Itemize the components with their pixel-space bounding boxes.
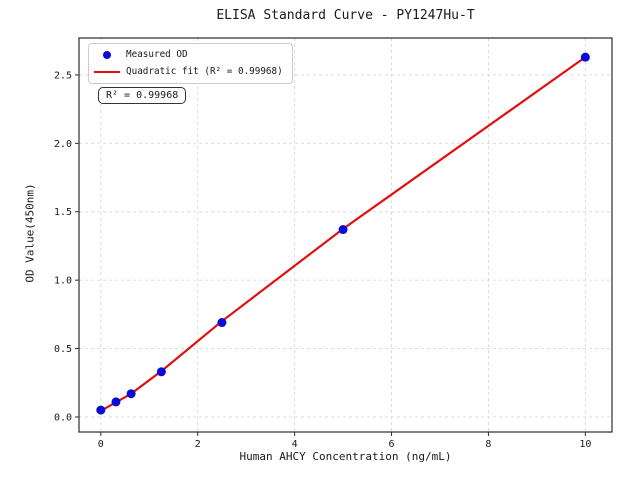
y-ticks: 0.0 0.5 1.0 1.5 2.0 2.5 — [54, 70, 79, 423]
data-point — [338, 225, 348, 235]
x-axis-label: Human AHCY Concentration (ng/mL) — [239, 450, 452, 463]
chart-title: ELISA Standard Curve - PY1247Hu-T — [216, 8, 475, 23]
legend-label-measured-od: Measured OD — [126, 49, 188, 60]
data-point — [96, 405, 106, 415]
legend: Measured OD Quadratic fit (R² = 0.99968) — [88, 43, 293, 84]
data-point — [580, 52, 590, 62]
y-gridlines — [79, 74, 612, 418]
legend-handle — [94, 51, 120, 59]
y-tick-label: 1.0 — [54, 276, 72, 287]
legend-label-quadratic-fit: Quadratic fit (R² = 0.99968) — [126, 66, 283, 77]
y-tick-label: 1.5 — [54, 207, 72, 218]
r-squared-annotation: R² = 0.99968 — [98, 87, 187, 104]
x-tick-label: 6 — [389, 439, 395, 450]
legend-item-measured-od: Measured OD — [94, 49, 283, 61]
legend-item-quadratic-fit: Quadratic fit (R² = 0.99968) — [94, 66, 283, 78]
x-tick-label: 10 — [579, 439, 591, 450]
data-point — [126, 389, 136, 399]
quadratic-fit-line-icon — [94, 70, 120, 74]
y-tick-label: 2.5 — [54, 70, 72, 81]
y-tick-label: 2.0 — [54, 139, 72, 150]
plot-frame — [78, 37, 613, 433]
legend-handle — [94, 70, 120, 74]
data-points — [96, 52, 590, 415]
x-ticks: 0 2 4 6 8 10 — [98, 432, 591, 450]
y-tick-label: 0.0 — [54, 412, 72, 423]
data-point — [217, 318, 227, 328]
x-tick-label: 4 — [292, 439, 298, 450]
x-tick-label: 0 — [98, 439, 104, 450]
x-tick-label: 8 — [485, 439, 491, 450]
measured-od-marker-icon — [103, 51, 111, 59]
data-point — [111, 397, 121, 407]
y-axis-label: OD Value(450nm) — [23, 183, 37, 283]
data-point — [156, 367, 166, 377]
x-tick-label: 2 — [195, 439, 201, 450]
y-tick-label: 0.5 — [54, 344, 72, 355]
